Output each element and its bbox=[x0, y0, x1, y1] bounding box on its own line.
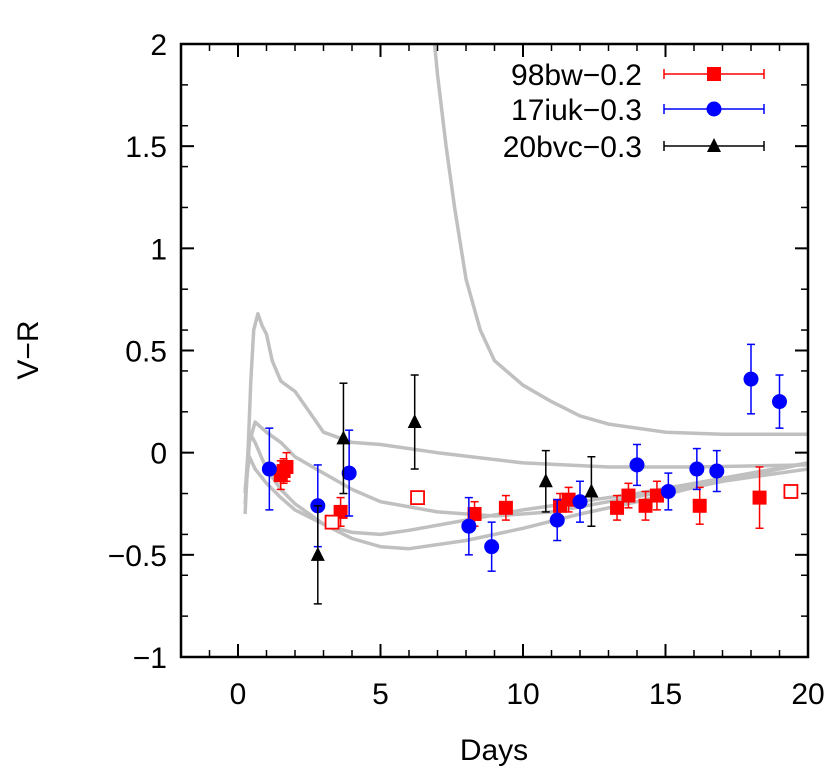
series-3 bbox=[261, 343, 787, 572]
y-tick-label: −1 bbox=[133, 642, 167, 675]
data-point bbox=[410, 490, 425, 506]
data-point bbox=[538, 473, 553, 488]
y-tick-label: −0.5 bbox=[108, 540, 167, 573]
data-point bbox=[407, 414, 422, 429]
data-point bbox=[610, 500, 625, 515]
data-point bbox=[336, 430, 351, 445]
data-point bbox=[467, 506, 482, 521]
data-point bbox=[584, 483, 599, 498]
axis-ticks: 0 5 10 15 20 −1 −0.5 0 0.5 1 1.5 2 bbox=[108, 29, 825, 711]
data-point bbox=[324, 514, 340, 530]
legend-label: 20bvc−0.3 bbox=[503, 131, 642, 164]
data-point bbox=[752, 490, 767, 505]
y-tick-label: 1.5 bbox=[125, 131, 167, 164]
model-curve-5 bbox=[432, 43, 808, 437]
data-point bbox=[649, 488, 664, 503]
data-point bbox=[561, 492, 576, 507]
y-axis-label: V−R bbox=[12, 320, 45, 379]
y-tick-label: 0 bbox=[150, 438, 167, 471]
y-tick-label: 2 bbox=[150, 29, 167, 62]
x-tick-label: 20 bbox=[791, 678, 824, 711]
data-point bbox=[310, 546, 325, 561]
series-2 bbox=[324, 484, 799, 530]
legend-entry-1: 98bw−0.2 bbox=[511, 59, 765, 92]
legend-label: 17iuk−0.3 bbox=[511, 94, 642, 127]
series-4 bbox=[310, 374, 599, 605]
x-tick-label: 10 bbox=[506, 678, 539, 711]
legend-marker bbox=[706, 101, 722, 117]
data-point bbox=[772, 394, 787, 410]
x-tick-label: 0 bbox=[230, 678, 247, 711]
data-points bbox=[261, 343, 799, 605]
data-point bbox=[692, 498, 707, 513]
legend-entry-3: 20bvc−0.3 bbox=[503, 131, 765, 164]
model-curve-3 bbox=[243, 430, 809, 551]
model-curve-1 bbox=[243, 311, 809, 515]
data-point bbox=[660, 483, 676, 499]
data-point bbox=[461, 518, 477, 534]
x-tick-label: 5 bbox=[372, 678, 389, 711]
data-point bbox=[484, 539, 500, 555]
data-point bbox=[498, 500, 513, 515]
data-point bbox=[783, 484, 799, 499]
x-tick-label: 15 bbox=[649, 678, 682, 711]
legend-label: 98bw−0.2 bbox=[511, 59, 642, 92]
model-curve-2 bbox=[243, 420, 809, 518]
data-point bbox=[341, 465, 357, 481]
plot-frame bbox=[179, 42, 810, 659]
data-point bbox=[629, 457, 645, 473]
legend-marker bbox=[707, 67, 721, 81]
data-point bbox=[572, 494, 588, 510]
series-1 bbox=[273, 451, 767, 530]
x-axis-label: Days bbox=[460, 734, 528, 767]
data-point bbox=[549, 512, 565, 528]
data-point bbox=[261, 461, 277, 477]
data-point bbox=[621, 488, 636, 503]
data-point bbox=[638, 498, 653, 513]
data-point bbox=[743, 371, 759, 387]
data-point bbox=[709, 463, 725, 479]
y-tick-label: 1 bbox=[150, 233, 167, 266]
data-point bbox=[689, 461, 705, 477]
legend-marker bbox=[707, 138, 721, 152]
legend-entry-2: 17iuk−0.3 bbox=[511, 94, 765, 127]
y-tick-label: 0.5 bbox=[125, 336, 167, 369]
data-point bbox=[279, 459, 294, 474]
